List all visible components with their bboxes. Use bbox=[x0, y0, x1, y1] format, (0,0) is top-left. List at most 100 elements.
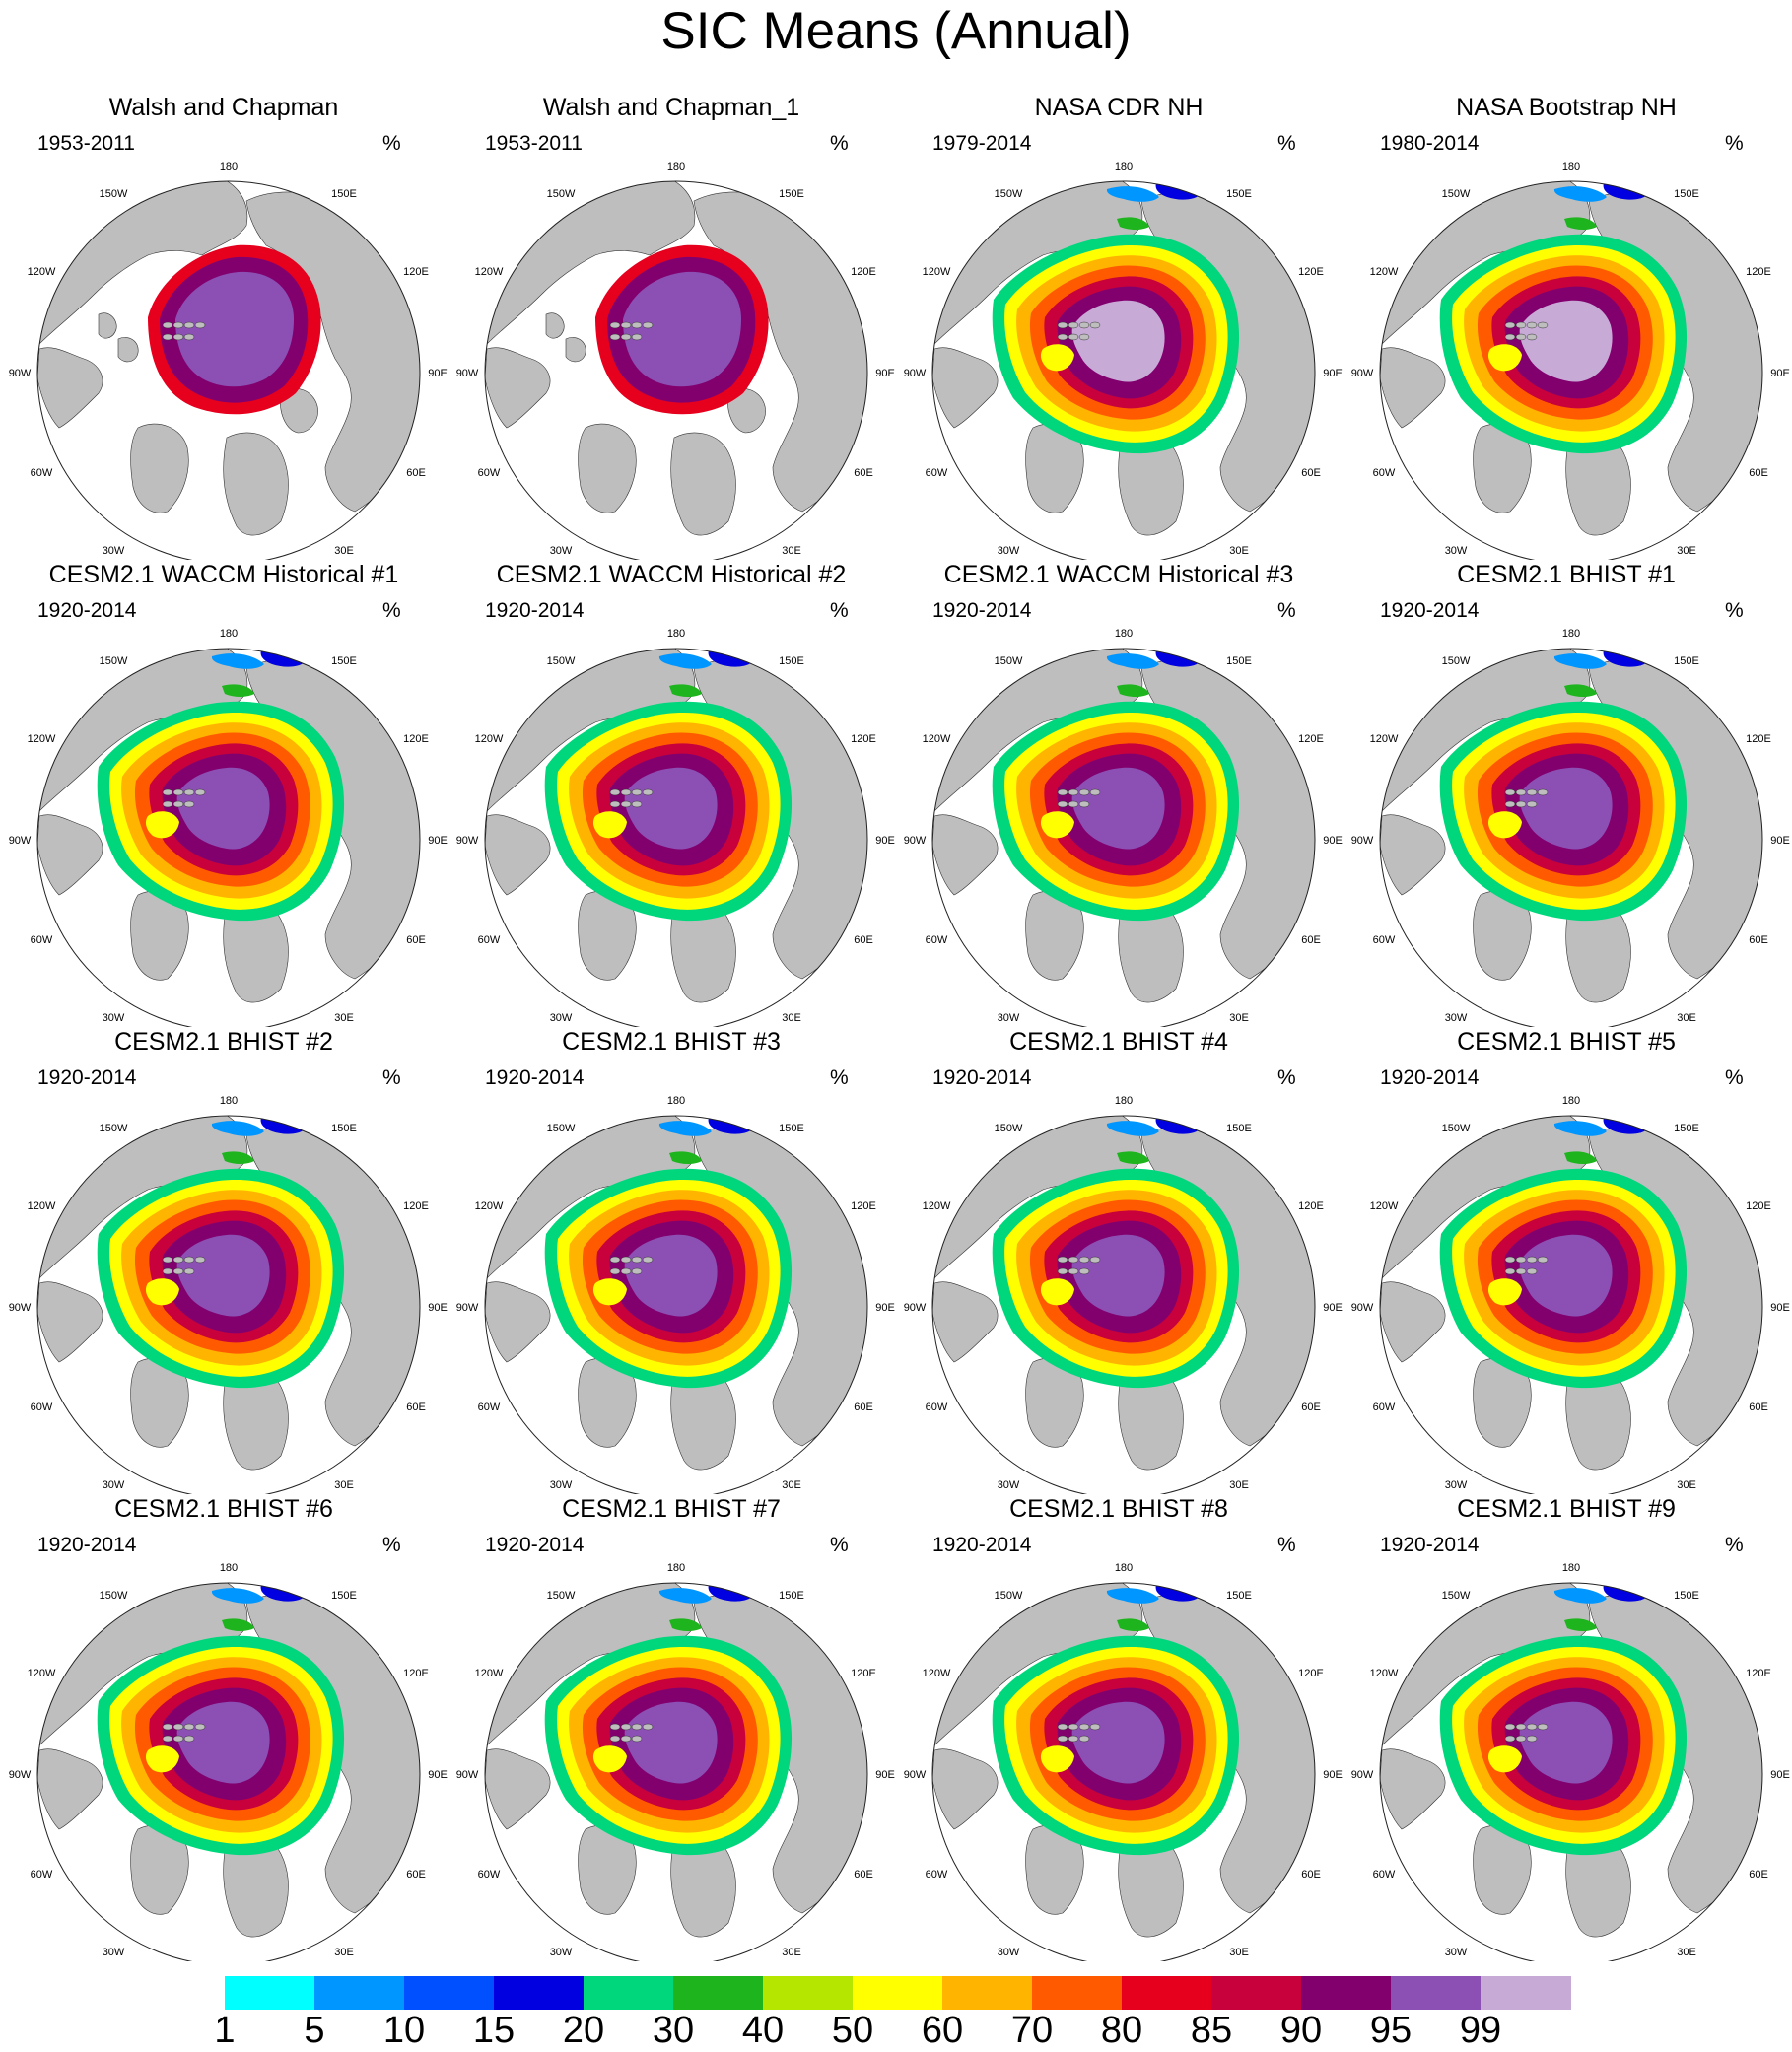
longitude-label: 120W bbox=[28, 1668, 56, 1679]
colorbar-labels: 1 5 10 15 20 30 40 50 60 70 80 85 90 95 99 bbox=[0, 2010, 1792, 2052]
polar-map: 180150W150E120W120E90W90E60W60E30W30E0 bbox=[9, 628, 448, 1027]
colorbar-label: 50 bbox=[831, 2010, 874, 2051]
longitude-label: 90E bbox=[1770, 1769, 1790, 1781]
map-panel: NASA Bootstrap NH 180 150W 150E 120W 120E 90W 9… bbox=[1343, 93, 1790, 560]
longitude-label: 90W bbox=[456, 1769, 479, 1781]
longitude-label: 90E bbox=[1770, 368, 1790, 379]
longitude-label: 30W bbox=[103, 1947, 125, 1958]
longitude-label: 60W bbox=[478, 1869, 501, 1881]
longitude-label: 90W bbox=[1351, 835, 1374, 847]
colorbar-box bbox=[404, 1976, 495, 2010]
longitude-label: 90W bbox=[456, 835, 479, 847]
longitude-label: 30E bbox=[334, 1012, 354, 1024]
longitude-label: 90E bbox=[428, 1302, 448, 1314]
longitude-label: 180 bbox=[1115, 1095, 1133, 1107]
longitude-label: 60E bbox=[1301, 1402, 1321, 1413]
panel-title: Walsh and Chapman_1 bbox=[542, 94, 800, 121]
longitude-label: 90E bbox=[875, 835, 895, 847]
longitude-label: 180 bbox=[220, 1562, 238, 1574]
map-panel: CESM2.1 WACCM Historical #3 180 150W 150E 12… bbox=[895, 560, 1343, 1027]
longitude-label: 120E bbox=[1298, 266, 1324, 278]
longitude-label: 180 bbox=[667, 628, 685, 640]
longitude-label: 180 bbox=[1562, 1095, 1580, 1107]
colorbar-box bbox=[1481, 1976, 1571, 2010]
colorbar-label: 80 bbox=[1100, 2010, 1143, 2051]
longitude-label: 180 bbox=[667, 1095, 685, 1107]
longitude-label: 60W bbox=[1373, 467, 1396, 479]
longitude-label: 150W bbox=[1442, 1590, 1471, 1602]
longitude-label: 150W bbox=[1442, 1123, 1471, 1134]
longitude-label: 120W bbox=[28, 1200, 56, 1212]
panel-period: 1920-2014 bbox=[932, 599, 1032, 622]
longitude-label: 120W bbox=[475, 266, 504, 278]
map-panel: CESM2.1 WACCM Historical #2 180 150W 150E 12… bbox=[448, 560, 895, 1027]
longitude-label: 30E bbox=[334, 545, 354, 557]
longitude-label: 120W bbox=[475, 733, 504, 745]
polar-map: 180150W150E120W120E90W90E60W60E30W30E0 bbox=[456, 1095, 895, 1494]
longitude-label: 150W bbox=[1442, 188, 1471, 200]
longitude-label: 90E bbox=[1770, 1302, 1790, 1314]
longitude-label: 30E bbox=[1677, 1479, 1696, 1491]
longitude-label: 60E bbox=[406, 934, 426, 946]
longitude-label: 150E bbox=[1226, 655, 1252, 667]
colorbar-label: 20 bbox=[562, 2010, 605, 2051]
map-panel: CESM2.1 BHIST #8 180 150W 150E 120W 120E 90W 90… bbox=[895, 1494, 1343, 1961]
longitude-label: 150E bbox=[331, 188, 357, 200]
longitude-label: 60W bbox=[478, 1402, 501, 1413]
panel-unit: % bbox=[1277, 1066, 1296, 1089]
longitude-label: 120E bbox=[403, 733, 429, 745]
longitude-label: 30W bbox=[998, 545, 1020, 557]
panel-title: Walsh and Chapman bbox=[108, 94, 339, 121]
longitude-label: 30E bbox=[1677, 1947, 1696, 1958]
panel-unit: % bbox=[1725, 132, 1744, 155]
longitude-label: 90W bbox=[9, 835, 32, 847]
longitude-label: 150E bbox=[779, 1123, 804, 1134]
colorbar-box bbox=[673, 1976, 764, 2010]
longitude-label: 90E bbox=[1323, 1769, 1343, 1781]
polar-map: 180150W150E120W120E90W90E60W60E30W30E0 bbox=[1351, 161, 1790, 560]
colorbar-box bbox=[942, 1976, 1033, 2010]
longitude-label: 150W bbox=[995, 1123, 1023, 1134]
longitude-label: 150E bbox=[1674, 655, 1699, 667]
panel-unit: % bbox=[830, 1534, 849, 1556]
longitude-label: 120E bbox=[403, 1668, 429, 1679]
panel-title: CESM2.1 WACCM Historical #3 bbox=[943, 561, 1294, 588]
map-panel: CESM2.1 BHIST #9 180 150W 150E 120W 120E 90W 90… bbox=[1343, 1494, 1790, 1961]
longitude-label: 150W bbox=[100, 188, 128, 200]
panel-period: 1920-2014 bbox=[932, 1066, 1032, 1089]
panel-period: 1920-2014 bbox=[932, 1534, 1032, 1556]
panel-period: 1980-2014 bbox=[1380, 132, 1480, 155]
longitude-label: 60E bbox=[406, 467, 426, 479]
longitude-label: 60E bbox=[1749, 467, 1768, 479]
longitude-label: 90E bbox=[875, 1302, 895, 1314]
longitude-label: 30E bbox=[334, 1947, 354, 1958]
polar-map: 180150W150E120W120E90W90E60W60E30W30E0 bbox=[1351, 1095, 1790, 1494]
panel-title: NASA CDR NH bbox=[1034, 94, 1204, 121]
map-panel: Walsh and Chapman_1 180 150W 150E 120W 120E 90… bbox=[448, 93, 895, 560]
longitude-label: 60W bbox=[31, 467, 53, 479]
longitude-label: 120W bbox=[1370, 1668, 1399, 1679]
longitude-label: 90E bbox=[428, 1769, 448, 1781]
longitude-label: 30E bbox=[782, 1479, 801, 1491]
longitude-label: 60E bbox=[1301, 934, 1321, 946]
longitude-label: 150E bbox=[1674, 1590, 1699, 1602]
longitude-label: 150W bbox=[100, 1590, 128, 1602]
longitude-label: 150W bbox=[547, 1123, 576, 1134]
polar-map: 180150W150E120W120E90W90E60W60E30W30E0 bbox=[456, 628, 895, 1027]
longitude-label: 180 bbox=[1115, 161, 1133, 172]
longitude-label: 180 bbox=[667, 161, 685, 172]
longitude-label: 30E bbox=[334, 1479, 354, 1491]
colorbar-box bbox=[1211, 1976, 1302, 2010]
panel-unit: % bbox=[382, 1066, 401, 1089]
colorbar-label: 70 bbox=[1010, 2010, 1054, 2051]
map-panel: CESM2.1 BHIST #1 180 150W 150E 120W 120E 90W 90… bbox=[1343, 560, 1790, 1027]
longitude-label: 60E bbox=[1301, 1869, 1321, 1881]
colorbar-box bbox=[225, 1976, 315, 2010]
longitude-label: 120W bbox=[923, 266, 951, 278]
panel-unit: % bbox=[830, 599, 849, 622]
longitude-label: 30W bbox=[103, 1012, 125, 1024]
longitude-label: 120W bbox=[475, 1668, 504, 1679]
panel-unit: % bbox=[1725, 1066, 1744, 1089]
longitude-label: 120E bbox=[1746, 1668, 1771, 1679]
panel-title: CESM2.1 BHIST #3 bbox=[562, 1028, 781, 1056]
